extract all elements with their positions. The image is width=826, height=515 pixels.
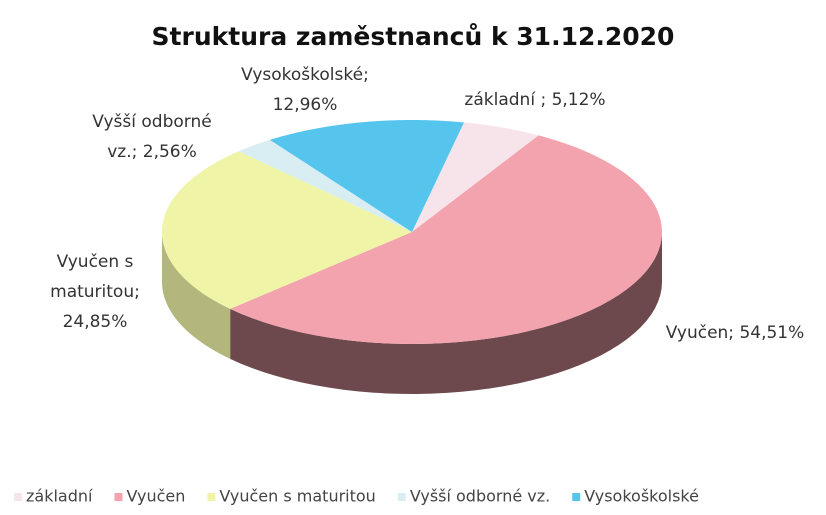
- legend-label: Vysokoškolské: [584, 487, 699, 506]
- data-label: Vyučen s: [57, 252, 134, 272]
- slice-side: [230, 232, 663, 394]
- legend-label: Vyučen: [126, 487, 185, 506]
- legend-label: základní: [26, 487, 93, 506]
- data-label: maturitou;: [50, 282, 140, 302]
- data-label: 24,85%: [63, 312, 128, 332]
- data-label: 12,96%: [273, 95, 338, 115]
- data-label: Vysokoškolské;: [241, 65, 369, 85]
- legend-label: Vyšší odborné vz.: [410, 487, 550, 506]
- slice: [230, 135, 662, 344]
- data-label: základní ; 5,12%: [464, 90, 605, 110]
- legend-marker: [114, 493, 123, 501]
- chart-title: Struktura zaměstnanců k 31.12.2020: [152, 22, 675, 51]
- slice: [269, 120, 464, 232]
- data-label: Vyšší odborné: [92, 112, 211, 132]
- legend-label: Vyučen s maturitou: [219, 487, 375, 506]
- slice-side: [162, 232, 231, 359]
- data-label: Vyučen; 54,51%: [666, 323, 805, 343]
- legend-marker: [572, 493, 581, 501]
- slice: [238, 139, 412, 232]
- legend-marker: [14, 493, 22, 501]
- legend-marker: [207, 493, 216, 501]
- data-label: vz.; 2,56%: [107, 142, 197, 162]
- slice: [162, 151, 412, 309]
- slice: [412, 122, 539, 232]
- legend-marker: [397, 493, 406, 501]
